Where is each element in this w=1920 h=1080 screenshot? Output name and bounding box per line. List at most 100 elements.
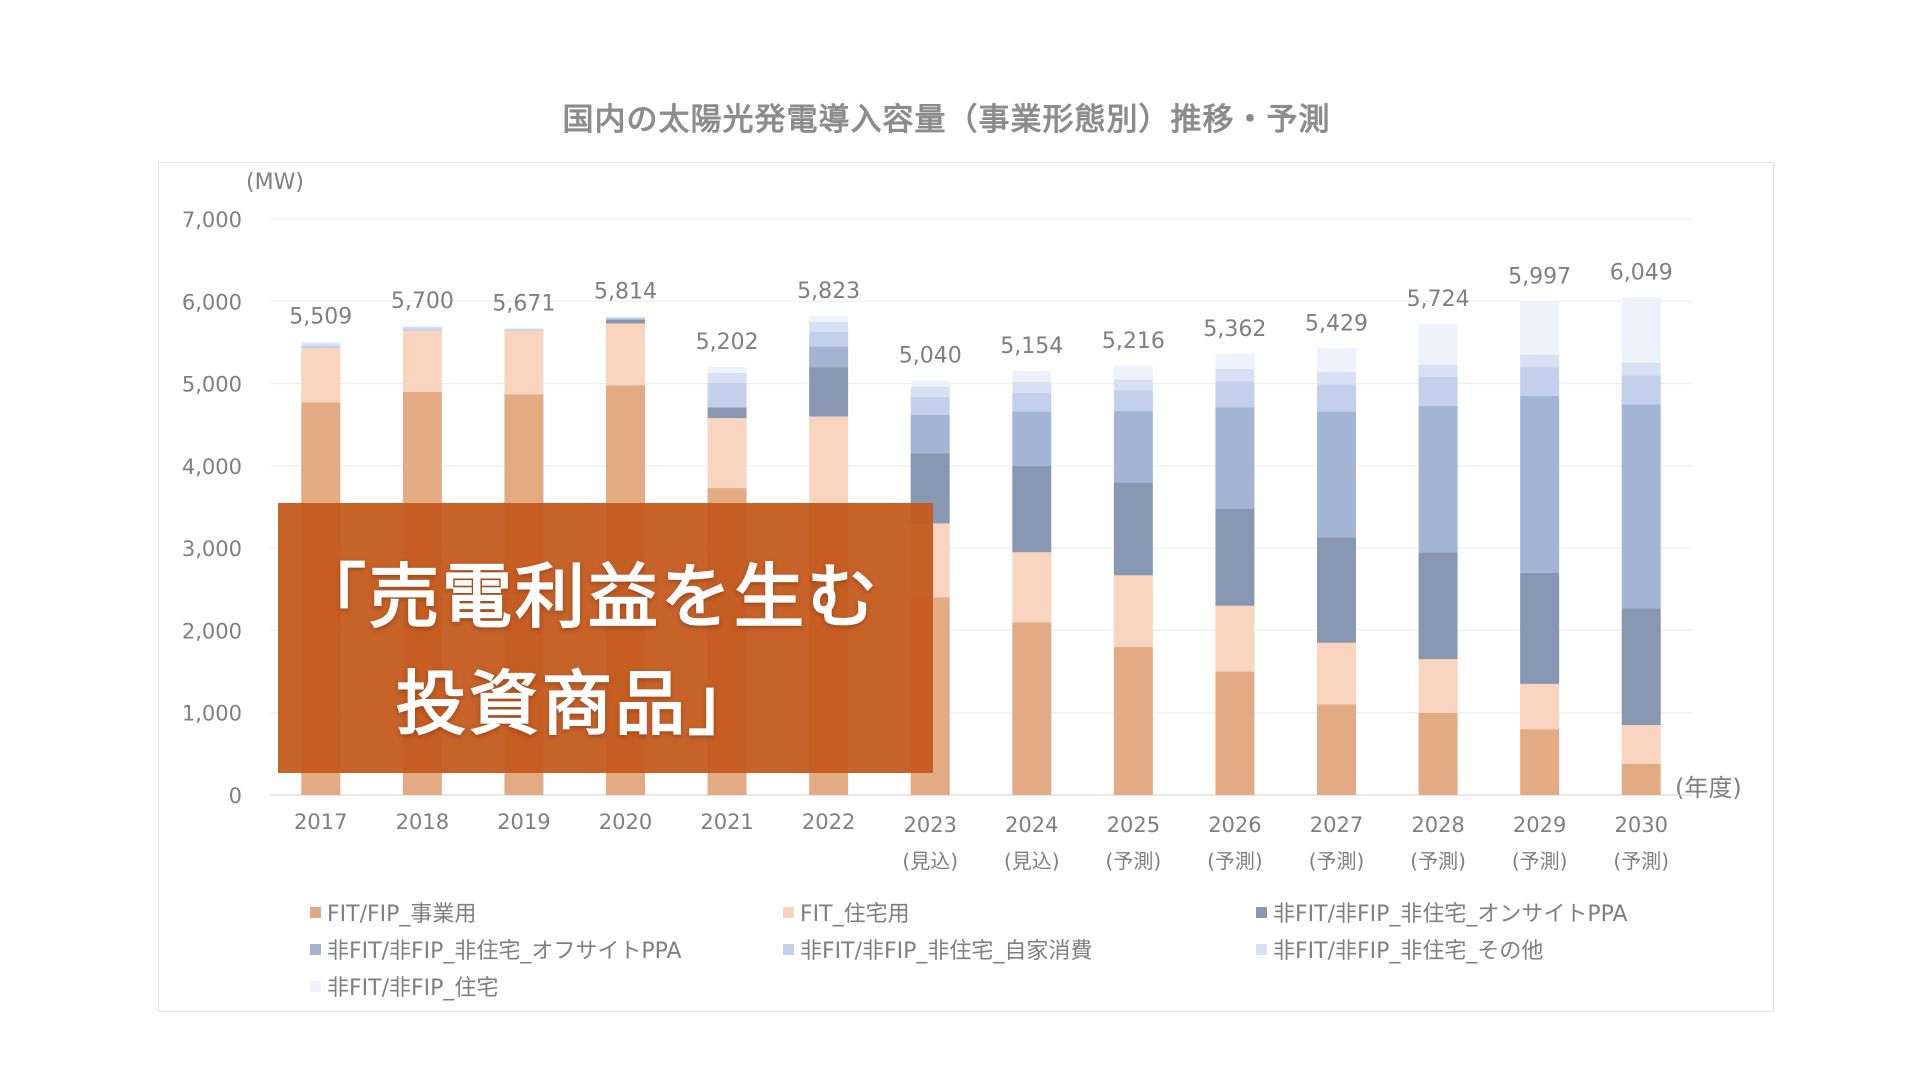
bar-segment — [1012, 392, 1052, 412]
headline-line-2: 投資商品」 — [396, 663, 761, 745]
x-tick-label: 2021 — [700, 810, 753, 834]
bar-segment — [1317, 411, 1356, 538]
bar-segment — [1520, 572, 1560, 684]
legend-label: 非FIT/非FIP_非住宅_その他 — [1273, 939, 1544, 964]
bar-segment — [1520, 729, 1560, 795]
bar-segment — [809, 331, 849, 347]
legend-label: FIT_住宅用 — [800, 902, 910, 927]
x-tick-label: 2023 — [903, 813, 956, 837]
y-tick-label: 2,000 — [182, 619, 242, 643]
data-label: 5,671 — [492, 291, 555, 316]
data-label: 5,724 — [1407, 287, 1470, 312]
bar-segment — [1215, 407, 1255, 509]
chart-title: 国内の太陽光発電導入容量（事業形態別）推移・予測 — [562, 102, 1331, 138]
bar-segment — [301, 343, 341, 346]
data-label: 5,429 — [1305, 311, 1368, 336]
x-tick-label: 2027 — [1310, 813, 1363, 837]
bar-segment — [402, 325, 442, 327]
x-tick-note: (予測) — [1106, 849, 1162, 873]
data-label: 5,202 — [696, 330, 759, 355]
bar-segment — [1012, 370, 1052, 382]
bar-segment — [1012, 622, 1052, 795]
bar-segment — [606, 323, 645, 386]
bar-segment — [1317, 704, 1356, 795]
legend-item: 非FIT/非FIP_住宅 — [310, 972, 783, 1001]
x-tick-label: 2025 — [1107, 813, 1160, 837]
bar-segment — [301, 348, 341, 403]
legend-label: 非FIT/非FIP_非住宅_オフサイトPPA — [327, 939, 682, 964]
y-tick-label: 3,000 — [182, 537, 242, 561]
x-tick-label: 2028 — [1411, 813, 1464, 837]
bar-segment — [707, 382, 747, 408]
y-tick-label: 6,000 — [182, 290, 242, 314]
bar-segment — [1621, 608, 1661, 726]
bar-segment — [402, 330, 442, 392]
y-tick-label: 5,000 — [182, 373, 242, 397]
bar-segment — [1317, 372, 1356, 385]
bar-segment — [809, 321, 849, 332]
headline-line-1: 「売電利益を生む — [296, 556, 880, 638]
chart-legend: FIT/FIP_事業用 FIT_住宅用 非FIT/非FIP_非住宅_オンサイトP… — [310, 898, 1730, 1001]
bar-segment — [1113, 410, 1153, 483]
x-axis-unit: (年度) — [1675, 774, 1742, 802]
bar-segment — [910, 380, 950, 387]
bar-segment — [1520, 395, 1560, 573]
bar-segment — [606, 317, 645, 320]
data-label: 6,049 — [1610, 260, 1673, 285]
y-tick-label: 0 — [229, 784, 242, 808]
bar-segment — [1621, 297, 1661, 363]
y-tick-label: 7,000 — [182, 208, 242, 232]
bar-segment — [910, 386, 950, 397]
bar-segment — [1621, 375, 1661, 405]
y-tick-label: 1,000 — [182, 702, 242, 726]
x-tick-label: 2026 — [1208, 813, 1261, 837]
bar-segment — [1418, 659, 1458, 713]
legend-swatch — [1256, 906, 1267, 918]
x-tick-label: 2024 — [1005, 813, 1058, 837]
x-tick-label: 2029 — [1513, 813, 1566, 837]
bar-segment — [1520, 683, 1560, 730]
bar-segment — [504, 330, 544, 395]
bar-segment — [1113, 379, 1153, 391]
y-tick-label: 4,000 — [182, 455, 242, 479]
legend-item: 非FIT/非FIP_非住宅_その他 — [1256, 935, 1730, 964]
data-label: 5,154 — [1000, 334, 1063, 359]
bar-segment — [1012, 411, 1052, 466]
bar-segment — [301, 341, 341, 344]
bar-segment — [1113, 482, 1153, 576]
bar-segment — [1418, 552, 1458, 660]
legend-swatch — [310, 943, 321, 955]
bar-segment — [1418, 376, 1458, 406]
data-label: 5,823 — [797, 279, 860, 304]
bar-segment — [1215, 508, 1255, 606]
bar-segment — [910, 414, 950, 454]
bar-segment — [402, 326, 442, 329]
bar-segment — [1621, 363, 1661, 376]
data-label: 5,362 — [1203, 317, 1266, 342]
bar-segment — [1418, 712, 1458, 795]
bar-segment — [1621, 763, 1661, 795]
legend-swatch — [310, 980, 321, 992]
bar-segment — [606, 319, 645, 324]
data-label: 5,814 — [594, 280, 657, 305]
bar-segment — [1113, 390, 1153, 411]
bar-segment — [1012, 465, 1052, 553]
bar-segment — [606, 316, 645, 318]
legend-swatch — [783, 906, 794, 918]
bar-segment — [1317, 384, 1356, 412]
bar-segment — [1317, 537, 1356, 643]
x-tick-note: (予測) — [1309, 849, 1365, 873]
bar-segment — [1215, 368, 1255, 382]
bar-segment — [707, 372, 747, 383]
x-tick-label: 2018 — [396, 810, 449, 834]
bar-segment — [809, 315, 849, 322]
legend-label: FIT/FIP_事業用 — [327, 902, 477, 927]
legend-swatch — [1256, 943, 1267, 955]
bar-segment — [1012, 381, 1052, 393]
bar-segment — [1113, 646, 1153, 795]
x-tick-note: (見込) — [1004, 849, 1060, 873]
legend-swatch — [783, 943, 794, 955]
x-tick-note: (見込) — [902, 849, 958, 873]
bar-segment — [1418, 405, 1458, 553]
